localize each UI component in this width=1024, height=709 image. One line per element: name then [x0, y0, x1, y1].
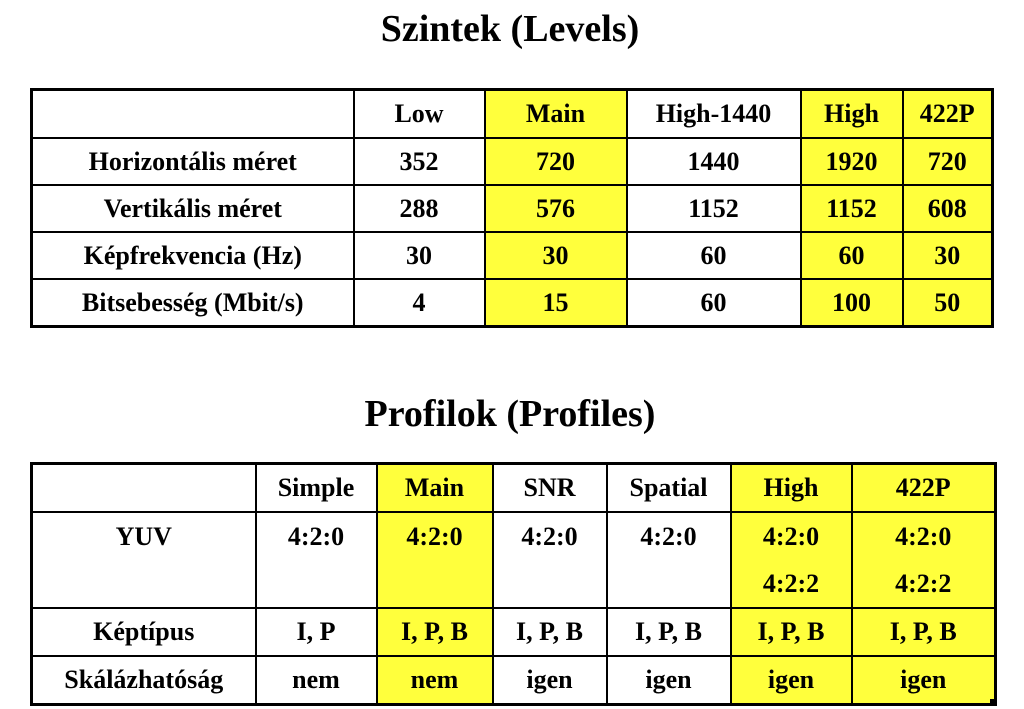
levels-table: Low Main High-1440 High 422P Horizontáli…: [30, 88, 994, 328]
yuv-value: 4:2:0: [287, 522, 345, 551]
profiles-corner-cell: [30, 462, 257, 513]
levels-col-high-1440: High-1440: [625, 88, 802, 139]
profiles-cell: nem: [254, 655, 378, 706]
profiles-row-label: Skálázhatóság: [30, 655, 257, 706]
levels-cell: 1440: [625, 137, 802, 186]
profiles-col-high: High: [729, 462, 853, 513]
profiles-row-label: YUV: [30, 511, 257, 609]
yuv-value: 4:2:2: [895, 569, 952, 598]
levels-cell: 60: [625, 231, 802, 280]
levels-cell: 720: [483, 137, 628, 186]
levels-row-vertical: Vertikális méret 288 576 1152 1152 608: [30, 184, 994, 233]
levels-cell: 100: [799, 278, 904, 328]
profiles-col-main: Main: [375, 462, 494, 513]
levels-row-label: Bitsebesség (Mbit/s): [30, 278, 355, 328]
levels-cell: 576: [483, 184, 628, 233]
profiles-cell: I, P, B: [850, 607, 997, 657]
profiles-header-row: Simple Main SNR Spatial High 422P: [30, 462, 997, 513]
profiles-cell: I, P, B: [491, 607, 608, 657]
profiles-table: Simple Main SNR Spatial High 422P YUV 4:…: [30, 462, 997, 706]
levels-cell: 720: [901, 137, 994, 186]
levels-cell: 1152: [799, 184, 904, 233]
yuv-value: 4:2:2: [762, 569, 820, 598]
profiles-row-picture-type: Képtípus I, P I, P, B I, P, B I, P, B I,…: [30, 607, 997, 657]
levels-header-row: Low Main High-1440 High 422P: [30, 88, 994, 139]
profiles-row-label: Képtípus: [30, 607, 257, 657]
profiles-cell: 4:2:0: [491, 511, 608, 609]
profiles-cell: 4:2:0 4:2:2: [729, 511, 853, 609]
levels-cell: 30: [352, 231, 486, 280]
levels-cell: 60: [799, 231, 904, 280]
yuv-value: 4:2:0: [406, 522, 463, 551]
profiles-cell: nem: [375, 655, 494, 706]
levels-row-framerate: Képfrekvencia (Hz) 30 30 60 60 30: [30, 231, 994, 280]
levels-col-main: Main: [483, 88, 628, 139]
profiles-cell: igen: [729, 655, 853, 706]
levels-row-label: Vertikális méret: [30, 184, 355, 233]
levels-cell: 288: [352, 184, 486, 233]
levels-title: Szintek (Levels): [380, 8, 640, 50]
profiles-col-simple: Simple: [254, 462, 378, 513]
levels-col-low: Low: [352, 88, 486, 139]
profiles-cell: 4:2:0: [605, 511, 732, 609]
yuv-value: 4:2:0: [895, 522, 952, 551]
profiles-col-spatial: Spatial: [605, 462, 732, 513]
levels-row-horizontal: Horizontális méret 352 720 1440 1920 720: [30, 137, 994, 186]
levels-row-label: Képfrekvencia (Hz): [30, 231, 355, 280]
profiles-cell: 4:2:0: [254, 511, 378, 609]
levels-cell: 608: [901, 184, 994, 233]
profiles-cell: I, P: [254, 607, 378, 657]
profiles-row-label-text: YUV: [115, 522, 172, 551]
levels-cell: 15: [483, 278, 628, 328]
levels-col-422p: 422P: [901, 88, 994, 139]
yuv-value: 4:2:0: [762, 522, 820, 551]
levels-cell: 30: [901, 231, 994, 280]
profiles-cell: I, P, B: [375, 607, 494, 657]
levels-cell: 30: [483, 231, 628, 280]
profiles-row-scalability: Skálázhatóság nem nem igen igen igen ige…: [30, 655, 997, 706]
profiles-title: Profilok (Profiles): [364, 393, 656, 435]
profiles-cell: igen: [491, 655, 608, 706]
profiles-cell: 4:2:0: [375, 511, 494, 609]
levels-cell: 60: [625, 278, 802, 328]
levels-cell: 1920: [799, 137, 904, 186]
profiles-col-422p: 422P: [850, 462, 997, 513]
yuv-value: 4:2:0: [640, 522, 697, 551]
profiles-cell: I, P, B: [729, 607, 853, 657]
profiles-col-snr: SNR: [491, 462, 608, 513]
levels-row-label: Horizontális méret: [30, 137, 355, 186]
corner-mark: [990, 699, 994, 703]
profiles-cell: I, P, B: [605, 607, 732, 657]
levels-cell: 1152: [625, 184, 802, 233]
profiles-cell: igen: [850, 655, 997, 706]
profiles-cell: igen: [605, 655, 732, 706]
levels-cell: 50: [901, 278, 994, 328]
levels-cell: 352: [352, 137, 486, 186]
levels-col-high: High: [799, 88, 904, 139]
profiles-row-yuv: YUV 4:2:0 4:2:0 4:2:0 4:2:0 4:2:0 4:2:2 …: [30, 511, 997, 609]
levels-cell: 4: [352, 278, 486, 328]
levels-row-bitrate: Bitsebesség (Mbit/s) 4 15 60 100 50: [30, 278, 994, 328]
levels-corner-cell: [30, 88, 355, 139]
yuv-value: 4:2:0: [521, 522, 578, 551]
profiles-cell: 4:2:0 4:2:2: [850, 511, 997, 609]
